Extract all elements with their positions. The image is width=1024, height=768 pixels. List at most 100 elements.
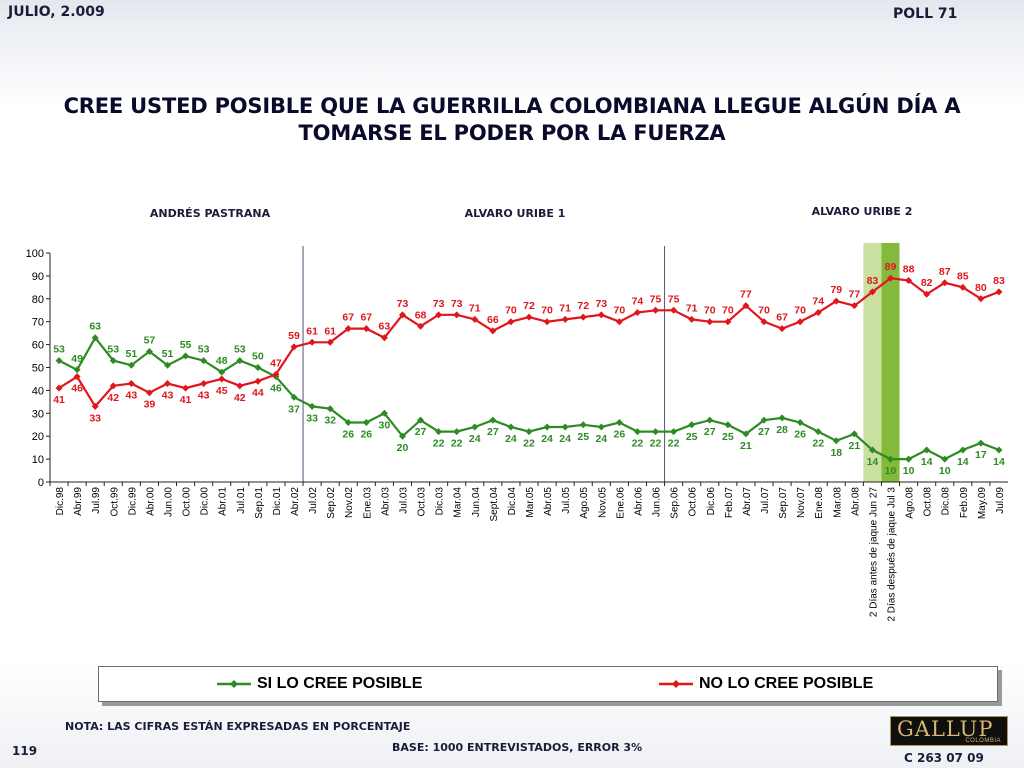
x-tick-label: Ene.06: [615, 487, 626, 519]
data-label: 57: [144, 334, 156, 346]
data-label: 50: [252, 351, 264, 363]
data-point: [905, 455, 913, 463]
data-point: [905, 276, 913, 284]
data-point: [182, 352, 190, 360]
shade-band-after-jaque: [881, 243, 900, 482]
data-label: 71: [469, 302, 481, 314]
y-tick-label: 100: [26, 248, 44, 260]
x-tick-label: Nov.07: [796, 487, 807, 518]
x-tick-label: Jul.03: [398, 487, 409, 514]
x-tick-label: Jul.99: [91, 487, 102, 514]
data-label: 73: [433, 298, 445, 310]
data-label: 77: [740, 289, 752, 301]
data-point: [417, 416, 425, 424]
data-label: 41: [53, 394, 65, 406]
x-tick-label: Mar.05: [525, 487, 536, 518]
data-label: 24: [505, 433, 517, 445]
x-tick-label: 2 Días antes de jaque Jun 27: [868, 487, 879, 618]
data-point: [163, 380, 171, 388]
data-label: 88: [903, 263, 915, 275]
data-label: 26: [342, 428, 354, 440]
period-label: ALVARO URIBE 2: [812, 205, 913, 218]
x-tick-label: Jul.05: [561, 487, 572, 514]
document-code: C 263 07 09: [904, 751, 984, 765]
legend-label-si: SI LO CREE POSIBLE: [257, 675, 423, 692]
data-label: 22: [632, 438, 644, 450]
x-tick-label: Mar.04: [453, 487, 464, 518]
data-point: [91, 334, 99, 342]
page-number: 119: [12, 744, 38, 758]
data-point: [868, 446, 876, 454]
data-label: 70: [614, 305, 626, 317]
x-tick-label: Jun.04: [471, 487, 482, 517]
y-tick-label: 30: [32, 408, 44, 420]
x-tick-label: Abr.08: [850, 487, 861, 516]
data-point: [778, 325, 786, 333]
x-tick-label: Feb.07: [724, 487, 735, 519]
data-label: 22: [523, 438, 535, 450]
y-tick-label: 70: [32, 317, 44, 329]
data-label: 26: [614, 428, 626, 440]
data-point: [145, 389, 153, 397]
data-label: 83: [993, 275, 1005, 287]
data-point: [742, 430, 750, 438]
data-point: [127, 380, 135, 388]
data-point: [435, 428, 443, 436]
data-point: [814, 309, 822, 317]
x-tick-label: Sep.06: [670, 487, 681, 519]
data-label: 75: [668, 293, 680, 305]
x-tick-label: Abr.06: [633, 487, 644, 516]
data-point: [850, 302, 858, 310]
data-label: 53: [198, 344, 210, 356]
data-label: 28: [776, 424, 788, 436]
data-label: 26: [360, 428, 372, 440]
data-label: 32: [324, 415, 336, 427]
data-label: 37: [288, 403, 300, 415]
data-point: [706, 318, 714, 326]
data-label: 10: [903, 465, 915, 477]
data-label: 24: [469, 433, 481, 445]
data-point: [742, 302, 750, 310]
data-label: 22: [812, 438, 824, 450]
data-point: [850, 430, 858, 438]
data-point: [55, 384, 63, 392]
data-point: [236, 357, 244, 365]
data-label: 24: [559, 433, 571, 445]
x-tick-label: Ene.03: [362, 487, 373, 519]
data-label: 33: [306, 412, 318, 424]
x-tick-label: Abr.03: [380, 487, 391, 516]
x-tick-label: Oct.08: [923, 487, 934, 517]
data-label: 21: [849, 440, 861, 452]
data-point: [977, 295, 985, 303]
data-label: 14: [921, 456, 933, 468]
x-tick-label: Sep.01: [254, 487, 265, 519]
x-tick-label: Nov.05: [597, 487, 608, 518]
data-label: 45: [216, 385, 228, 397]
data-point: [543, 318, 551, 326]
x-tick-label: Jul.09: [995, 487, 1006, 514]
legend-label-no: NO LO CREE POSIBLE: [699, 675, 874, 692]
legend-swatch-no: [659, 680, 693, 688]
data-label: 33: [89, 412, 101, 424]
x-tick-label: Ago.08: [905, 487, 916, 519]
data-point: [615, 318, 623, 326]
data-label: 87: [939, 266, 951, 278]
data-label: 70: [758, 305, 770, 317]
x-tick-label: Dic.99: [127, 487, 138, 516]
x-tick-label: Nov.02: [344, 487, 355, 518]
x-tick-label: Feb.09: [959, 487, 970, 519]
y-tick-label: 80: [32, 294, 44, 306]
data-point: [200, 357, 208, 365]
data-label: 24: [541, 433, 553, 445]
data-point: [471, 423, 479, 431]
data-point: [218, 368, 226, 376]
data-label: 27: [487, 426, 499, 438]
data-label: 51: [162, 348, 174, 360]
data-label: 77: [849, 289, 861, 301]
data-label: 80: [975, 282, 987, 294]
data-point: [633, 428, 641, 436]
data-point: [109, 382, 117, 390]
data-label: 27: [758, 426, 770, 438]
data-label: 82: [921, 277, 933, 289]
data-point: [543, 423, 551, 431]
